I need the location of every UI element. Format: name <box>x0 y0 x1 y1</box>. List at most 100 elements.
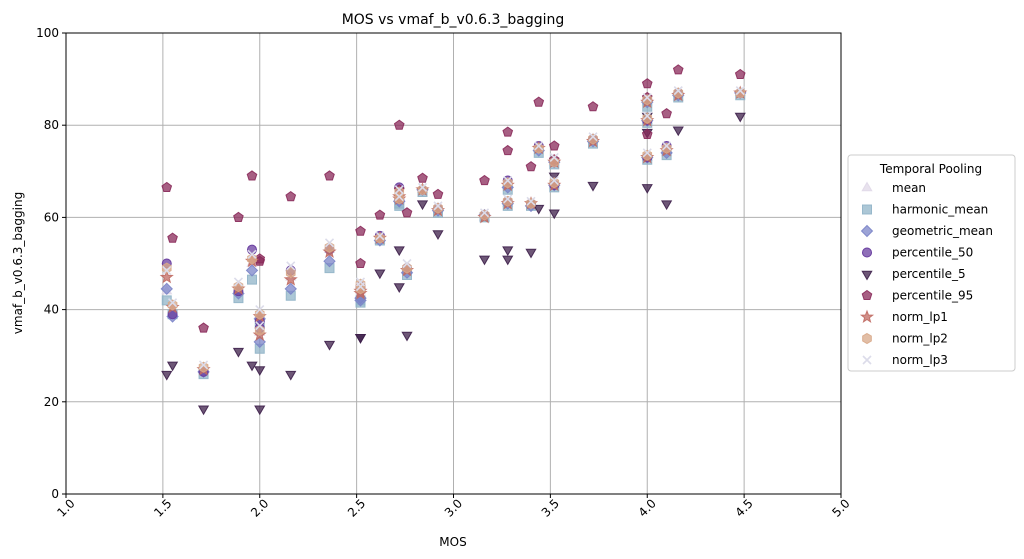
legend-item: percentile_95 <box>861 289 973 303</box>
data-point <box>166 361 179 372</box>
data-point <box>394 193 405 205</box>
data-point <box>394 185 404 195</box>
data-point <box>254 366 266 377</box>
data-point <box>673 86 683 96</box>
data-point <box>324 238 335 248</box>
legend-item: norm_lp2 <box>862 332 948 346</box>
x-axis-ticks: 1.0 1.5 2.0 2.5 3.0 3.5 4.0 4.5 5.0 <box>54 494 853 520</box>
data-point <box>433 201 443 211</box>
legend-marker <box>861 181 873 192</box>
data-point <box>416 200 429 211</box>
data-point <box>549 175 559 186</box>
legend-marker <box>861 289 873 301</box>
data-point <box>375 232 385 244</box>
y-axis-ticks: 0 20 40 60 80 100 <box>36 26 66 501</box>
data-point <box>479 209 490 221</box>
data-point <box>354 334 367 344</box>
data-point <box>734 68 746 80</box>
data-point <box>734 112 746 123</box>
data-point <box>417 184 428 196</box>
data-point <box>255 321 265 331</box>
x-tick-label: 5.0 <box>829 496 852 519</box>
data-point <box>232 347 245 358</box>
data-point <box>642 92 652 103</box>
data-point <box>502 144 514 156</box>
data-point <box>167 232 178 243</box>
data-point <box>642 111 652 121</box>
data-point <box>502 177 513 189</box>
series-norm-lp2 <box>161 87 746 373</box>
data-point <box>355 281 366 292</box>
data-point <box>549 177 560 189</box>
data-point <box>198 361 209 373</box>
legend-label: percentile_5 <box>892 267 966 281</box>
data-point <box>286 261 296 271</box>
data-point <box>478 255 491 266</box>
data-point <box>285 191 297 202</box>
x-tick-label: 3.5 <box>539 496 562 519</box>
data-point <box>284 282 297 296</box>
legend: Temporal Pooling mean harmonic_meangeomet… <box>847 154 1016 372</box>
data-point <box>548 140 560 151</box>
data-point <box>417 182 428 193</box>
legend-item: harmonic_mean <box>862 203 988 217</box>
data-point <box>285 370 297 381</box>
data-point <box>534 141 544 151</box>
data-point <box>642 112 653 124</box>
series-norm-lp3 <box>162 86 745 370</box>
data-point <box>402 258 412 269</box>
data-point <box>642 94 653 106</box>
x-tick-label: 4.0 <box>636 496 659 519</box>
data-point <box>673 87 684 99</box>
data-point <box>285 267 296 279</box>
data-point <box>525 161 537 172</box>
chart-title: MOS vs vmaf_b_v0.6.3_bagging <box>342 12 565 28</box>
data-point <box>735 87 746 99</box>
data-point <box>283 272 298 286</box>
data-point <box>197 405 210 416</box>
data-point <box>588 132 598 142</box>
x-axis-label: MOS <box>439 535 466 549</box>
data-point <box>641 184 653 194</box>
data-point <box>549 152 559 163</box>
data-point <box>641 78 653 89</box>
data-point <box>401 331 413 342</box>
data-point <box>660 200 673 211</box>
data-point <box>401 207 413 218</box>
legend-item: geometric_mean <box>860 224 993 238</box>
legend-marker <box>860 224 874 238</box>
data-point <box>198 322 209 333</box>
data-point <box>374 209 386 220</box>
data-point <box>355 283 366 295</box>
data-point <box>533 96 545 107</box>
data-point <box>432 230 444 241</box>
legend-label: norm_lp2 <box>892 332 948 346</box>
y-axis-label: vmaf_b_v0.6.3_bagging <box>11 192 25 334</box>
y-tick-label: 100 <box>36 26 59 40</box>
legend-box <box>847 154 1016 372</box>
data-point <box>161 181 173 192</box>
data-point <box>432 188 444 199</box>
y-tick-label: 0 <box>51 487 59 501</box>
legend-label: harmonic_mean <box>892 203 988 217</box>
data-point <box>533 142 544 154</box>
data-point <box>393 119 405 130</box>
data-point <box>246 170 258 181</box>
data-point <box>588 133 598 145</box>
data-point <box>393 283 405 294</box>
data-point <box>533 204 545 215</box>
legend-label: norm_lp3 <box>892 353 948 367</box>
x-tick-label: 2.0 <box>248 496 271 519</box>
legend-marker <box>862 204 872 215</box>
data-point <box>245 264 259 277</box>
legend-label: geometric_mean <box>892 224 993 238</box>
data-point <box>502 246 514 257</box>
data-point <box>393 246 405 257</box>
data-point <box>526 197 536 210</box>
data-point <box>587 101 599 112</box>
data-point <box>247 244 257 255</box>
grid-lines <box>65 32 842 495</box>
data-point <box>587 181 599 192</box>
x-tick-label: 3.0 <box>442 496 465 519</box>
data-point <box>526 196 536 206</box>
